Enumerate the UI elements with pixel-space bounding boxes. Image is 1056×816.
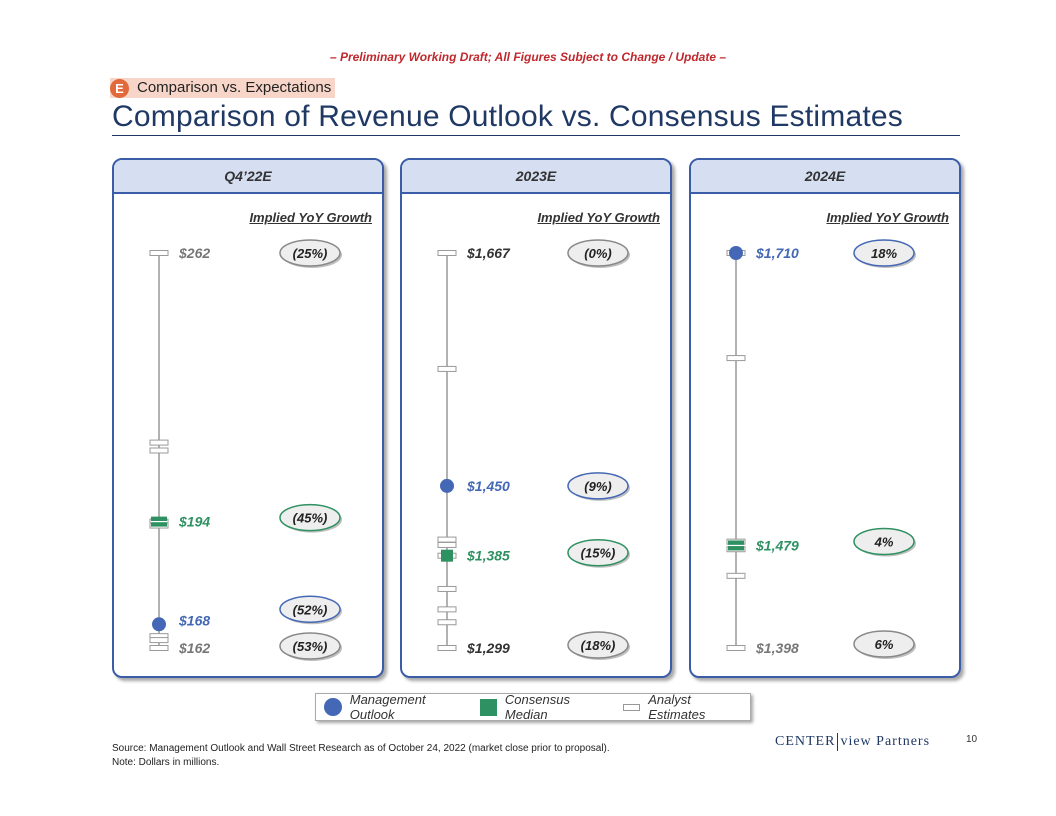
section-tag xyxy=(110,78,335,98)
growth-pill xyxy=(279,632,341,660)
analyst-estimate-tick xyxy=(149,645,169,651)
analyst-estimate-tick xyxy=(437,585,457,592)
growth-pill xyxy=(853,630,915,658)
legend-analyst: Analyst Estimates xyxy=(622,692,750,722)
range-chart: $1,667 (0%) $1,450 (9%) $1,385 (15%) $1,299 (18… xyxy=(437,239,630,660)
growth-header: Implied YoY Growth xyxy=(826,210,949,225)
value-label: $1,479 xyxy=(755,537,799,553)
panel-header: 2023E xyxy=(402,160,670,194)
value-label: $1,385 xyxy=(466,548,510,564)
value-label: $1,450 xyxy=(466,478,510,494)
analyst-estimate-tick xyxy=(149,447,169,454)
management-outlook-marker xyxy=(729,246,743,260)
growth-label: (0%) xyxy=(584,246,611,261)
chart-legend: Management Outlook Consensus Median Anal… xyxy=(315,692,751,722)
analyst-estimate-tick xyxy=(437,541,457,548)
page-title: Comparison of Revenue Outlook vs. Consen… xyxy=(112,100,903,133)
panel-header: Q4’22E xyxy=(114,160,382,194)
legend-circle-swatch xyxy=(324,698,342,716)
logo-right: view Partners xyxy=(840,734,931,750)
growth-label: 4% xyxy=(874,534,894,549)
growth-label: (18%) xyxy=(581,638,616,653)
legend-management-label: Management Outlook xyxy=(349,692,426,722)
title-divider xyxy=(112,135,960,136)
analyst-estimate-tick xyxy=(149,250,169,256)
analyst-estimate-tick xyxy=(437,606,457,613)
value-label: $162 xyxy=(178,640,210,656)
analyst-estimate-tick xyxy=(726,645,746,651)
value-label: $194 xyxy=(178,514,210,530)
analyst-estimate-tick xyxy=(726,572,746,579)
legend-tick-swatch xyxy=(622,703,641,711)
growth-pill xyxy=(853,527,915,556)
draft-banner: – Preliminary Working Draft; All Figures… xyxy=(329,50,727,64)
value-label: $1,710 xyxy=(755,245,799,261)
growth-label: 18% xyxy=(871,246,897,261)
value-label: $1,398 xyxy=(755,640,799,656)
analyst-estimate-tick xyxy=(437,619,457,626)
consensus-median-marker xyxy=(441,549,453,562)
growth-pill xyxy=(853,239,915,267)
section-label: Comparison vs. Expectations xyxy=(137,79,332,96)
analyst-estimate-tick xyxy=(437,536,457,543)
growth-label: (52%) xyxy=(293,602,328,617)
growth-label: (9%) xyxy=(584,479,611,494)
section-letter-badge: E xyxy=(110,79,129,98)
legend-consensus-label: Consensus Median xyxy=(504,692,570,722)
legend-consensus: Consensus Median xyxy=(480,692,614,722)
management-outlook-marker xyxy=(152,617,166,632)
legend-square-swatch xyxy=(480,698,497,716)
growth-header: Implied YoY Growth xyxy=(537,210,660,225)
growth-label: (25%) xyxy=(293,246,328,261)
analyst-estimate-tick xyxy=(726,355,746,362)
analyst-estimate-tick xyxy=(149,439,169,446)
growth-label: 6% xyxy=(875,637,894,652)
growth-pill xyxy=(567,472,629,500)
chart-panel-q4-22e: Q4’22E Implied YoY Growth $262 (25%) $194 (… xyxy=(112,158,384,678)
growth-pill xyxy=(567,538,629,567)
chart-panel-2023e: 2023E Implied YoY Growth $1,667 (0%) $1,45… xyxy=(400,158,672,678)
value-label: $1,667 xyxy=(466,245,511,261)
panel-header: 2024E xyxy=(691,160,959,194)
growth-label: (15%) xyxy=(581,546,616,561)
range-chart: $1,710 18% $1,479 4% $1,398 6% xyxy=(726,239,916,659)
growth-pill xyxy=(279,595,341,624)
growth-label: (45%) xyxy=(293,511,328,526)
growth-pill xyxy=(567,631,629,659)
analyst-estimate-tick xyxy=(437,250,457,256)
analyst-estimate-tick xyxy=(437,365,457,372)
company-logo: Center view Partners xyxy=(775,733,930,751)
source-footnote: Source: Management Outlook and Wall Stre… xyxy=(112,743,610,754)
chart-panel-2024e: 2024E Implied YoY Growth $1,710 18% $1,479… xyxy=(689,158,961,678)
legend-analyst-label: Analyst Estimates xyxy=(648,692,706,722)
growth-header: Implied YoY Growth xyxy=(249,210,372,225)
note-footnote: Note: Dollars in millions. xyxy=(112,757,220,768)
legend-management: Management Outlook xyxy=(324,692,472,722)
range-chart: $262 (25%) $194 (45%) $168 (52%) $162 (53%) xyxy=(149,239,342,661)
analyst-estimate-tick xyxy=(437,645,457,651)
logo-divider xyxy=(837,733,839,751)
logo-left: Center xyxy=(775,734,836,750)
page-number: 10 xyxy=(966,734,978,745)
growth-label: (53%) xyxy=(293,639,328,654)
growth-pill xyxy=(279,503,341,532)
value-label: $1,299 xyxy=(466,640,510,656)
value-label: $262 xyxy=(178,245,210,261)
growth-pill xyxy=(279,239,341,267)
value-label: $168 xyxy=(178,612,210,628)
analyst-estimate-tick xyxy=(149,637,169,644)
growth-pill xyxy=(567,239,629,267)
management-outlook-marker xyxy=(440,478,454,493)
